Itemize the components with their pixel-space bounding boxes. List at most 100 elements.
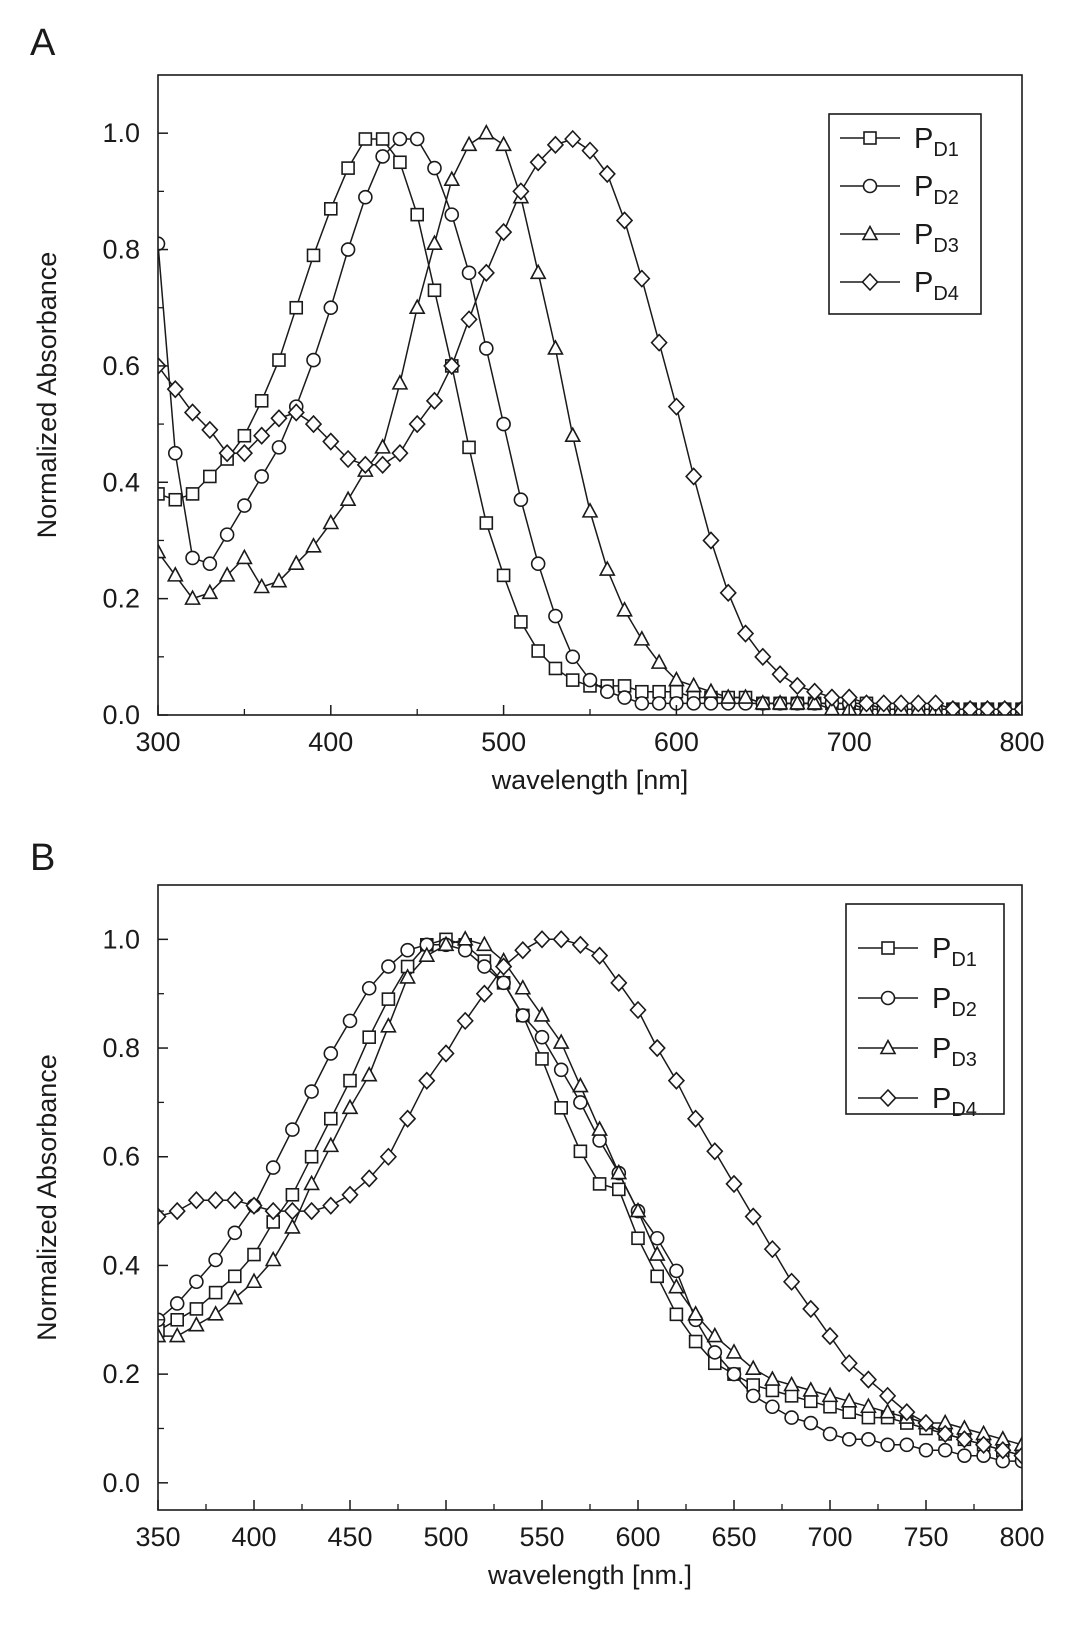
panel-a-point-d3: [218, 566, 236, 582]
panel-b-point-d2: [803, 1415, 819, 1431]
panel-a-y-axis: 0.0 0.2 0.4 0.6 0.8 1.0 Normalized Absorbance: [32, 118, 168, 730]
panel-a-point-d1: [548, 661, 563, 676]
panel-a-point-d3: [270, 571, 288, 588]
panel-b-point-d1: [285, 1187, 300, 1202]
panel-b-x-tick-label: 500: [423, 1522, 468, 1552]
panel-a-x-tick-label: 400: [308, 727, 353, 757]
panel-a-point-d4: [633, 269, 651, 288]
panel-b-y-tick-label: 0.6: [102, 1142, 140, 1172]
panel-b-y-tick-label: 0.4: [102, 1250, 140, 1280]
panel-a-point-d3: [598, 560, 616, 576]
panel-b-y-axis: 0.0 0.2 0.4 0.6 0.8 1.0 Normalized Absorbance: [32, 924, 168, 1498]
panel-b-series-d2-line: [158, 944, 1022, 1462]
panel-a-point-d3: [253, 577, 271, 594]
panel-a-point-d2: [158, 236, 166, 252]
panel-b-point-d3: [188, 1316, 205, 1332]
panel-b-legend-entry-d1: PD1: [858, 933, 977, 971]
panel-b-point-d3: [418, 946, 436, 962]
panel-b-legend: PD1 PD2 PD3 PD4: [845, 903, 1005, 1121]
panel-b-point-d2: [841, 1432, 857, 1447]
panel-b-label: B: [30, 837, 55, 879]
panel-a-point-d4: [754, 647, 772, 666]
panel-b-point-d2: [822, 1426, 838, 1442]
panel-b-point-d1: [669, 1307, 684, 1322]
panel-b-point-d1: [247, 1247, 261, 1262]
panel-b-point-d2: [227, 1225, 243, 1241]
panel-b-y-tick-label: 1.0: [102, 924, 140, 954]
panel-b-point-d1: [343, 1073, 357, 1088]
panel-b-point-d4: [168, 1201, 186, 1221]
panel-a-point-d2: [271, 440, 287, 455]
panel-a-legend-entry-d4: PD4: [840, 267, 959, 305]
panel-a-point-d3: [668, 670, 685, 687]
panel-b-x-tick-label: 450: [327, 1522, 372, 1552]
panel-b-point-d4: [360, 1169, 378, 1188]
panel-a-point-d3: [685, 676, 703, 693]
panel-b-legend-marker: [879, 1038, 897, 1055]
panel-b-point-d3: [821, 1386, 839, 1403]
panel-a-legend-entry-d2: PD2: [840, 171, 959, 209]
panel-b-point-d1: [381, 992, 396, 1006]
panel-a-point-d3: [633, 630, 651, 646]
panel-b-point-d4: [322, 1196, 340, 1215]
panel-b-point-d4: [341, 1185, 359, 1204]
panel-b-point-d4: [552, 930, 570, 949]
panel-b-point-d2: [899, 1437, 915, 1453]
panel-b-point-d3: [399, 968, 416, 984]
panel-b-point-d4: [994, 1441, 1012, 1460]
panel-a-point-d2: [496, 416, 511, 432]
chart-panel-b: B 350 400 450 500 550 600 650 700 750 800 wavelengt…: [30, 837, 1045, 1590]
panel-b-point-d4: [226, 1191, 244, 1210]
panel-a-point-d2: [565, 649, 581, 665]
panel-a-point-d1: [462, 440, 476, 455]
panel-b-x-axis: 350 400 450 500 550 600 650 700 750 800 wavelength…: [135, 1500, 1045, 1590]
panel-b-point-d4: [763, 1239, 781, 1259]
panel-b-point-d4: [475, 984, 493, 1003]
panel-b-x-tick-label: 750: [903, 1522, 948, 1552]
panel-b-point-d1: [592, 1177, 607, 1191]
chart-panel-a: A 300 400 500 600 700 800 wavelength [nm] 0.0 0.2…: [30, 22, 1045, 795]
panel-a-point-d4: [598, 164, 616, 184]
panel-b-point-d3: [226, 1288, 244, 1305]
panel-b-x-tick-label: 350: [135, 1522, 180, 1552]
panel-b-point-d4: [783, 1272, 801, 1291]
panel-b-point-d1: [823, 1399, 837, 1414]
panel-b-legend-entry-d2: PD2: [858, 983, 977, 1021]
panel-b-point-d3: [284, 1218, 301, 1234]
panel-b-point-d4: [706, 1142, 724, 1161]
panel-b-point-d2: [496, 975, 511, 991]
panel-b-point-d1: [189, 1302, 204, 1316]
panel-a-point-d1: [289, 300, 304, 315]
panel-a-point-d4: [356, 455, 374, 474]
panel-b-point-d2: [534, 1029, 550, 1045]
panel-b-point-d4: [955, 1430, 973, 1449]
panel-b-point-d3: [476, 935, 493, 952]
panel-a-point-d4: [892, 694, 910, 713]
panel-b-point-d4: [418, 1071, 436, 1090]
panel-a-point-d4: [788, 676, 806, 696]
panel-b-point-d3: [456, 930, 474, 946]
panel-b-point-d3: [629, 1201, 647, 1218]
panel-b-point-d4: [744, 1207, 762, 1226]
panel-a-x-axis-label: wavelength [nm]: [491, 765, 689, 795]
panel-a-point-d4: [736, 624, 755, 643]
panel-a-point-d1: [254, 394, 269, 408]
panel-b-series-d4-line: [158, 938, 1022, 1457]
panel-b-point-d2: [861, 1432, 876, 1447]
panel-b-point-d2: [189, 1274, 204, 1290]
panel-a-point-d3: [443, 170, 461, 187]
panel-a-point-d4: [996, 700, 1014, 715]
panel-a-point-d3: [719, 688, 737, 704]
panel-a-legend-marker: [861, 272, 879, 292]
panel-a-point-d2: [254, 469, 269, 484]
panel-a-point-d2: [340, 242, 356, 257]
panel-a-point-d4: [374, 455, 392, 474]
panel-a-point-d4: [287, 403, 305, 422]
panel-a-point-d2: [427, 160, 442, 176]
panel-a-point-d1: [323, 202, 338, 216]
panel-b-point-d4: [917, 1413, 935, 1433]
panel-b-point-d4: [264, 1201, 282, 1221]
panel-a-y-tick-label: 1.0: [102, 118, 140, 148]
panel-a-point-d2: [202, 556, 218, 572]
panel-b-y-axis-label: Normalized Absorbance: [32, 1054, 62, 1341]
